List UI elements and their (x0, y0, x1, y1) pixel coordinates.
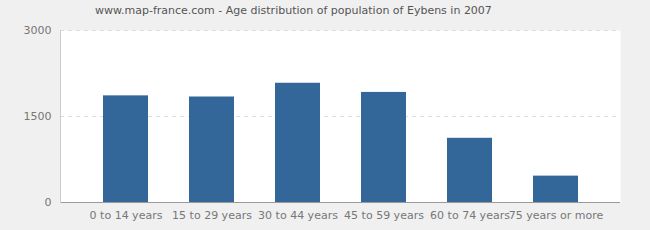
svg-text:30 to 44 years: 30 to 44 years (258, 209, 338, 222)
svg-text:15 to 29 years: 15 to 29 years (172, 209, 252, 222)
svg-text:3000: 3000 (24, 24, 52, 37)
svg-text:45 to 59 years: 45 to 59 years (344, 209, 424, 222)
svg-text:75 years or more: 75 years or more (509, 209, 604, 222)
svg-text:1500: 1500 (24, 110, 52, 123)
svg-text:0 to 14 years: 0 to 14 years (90, 209, 163, 222)
html-text:www.map-france.com - Age distr: www.map-france.com - Age distribution of… (95, 4, 492, 17)
svg-text:0: 0 (45, 196, 52, 209)
svg-text:60 to 74 years: 60 to 74 years (430, 209, 510, 222)
